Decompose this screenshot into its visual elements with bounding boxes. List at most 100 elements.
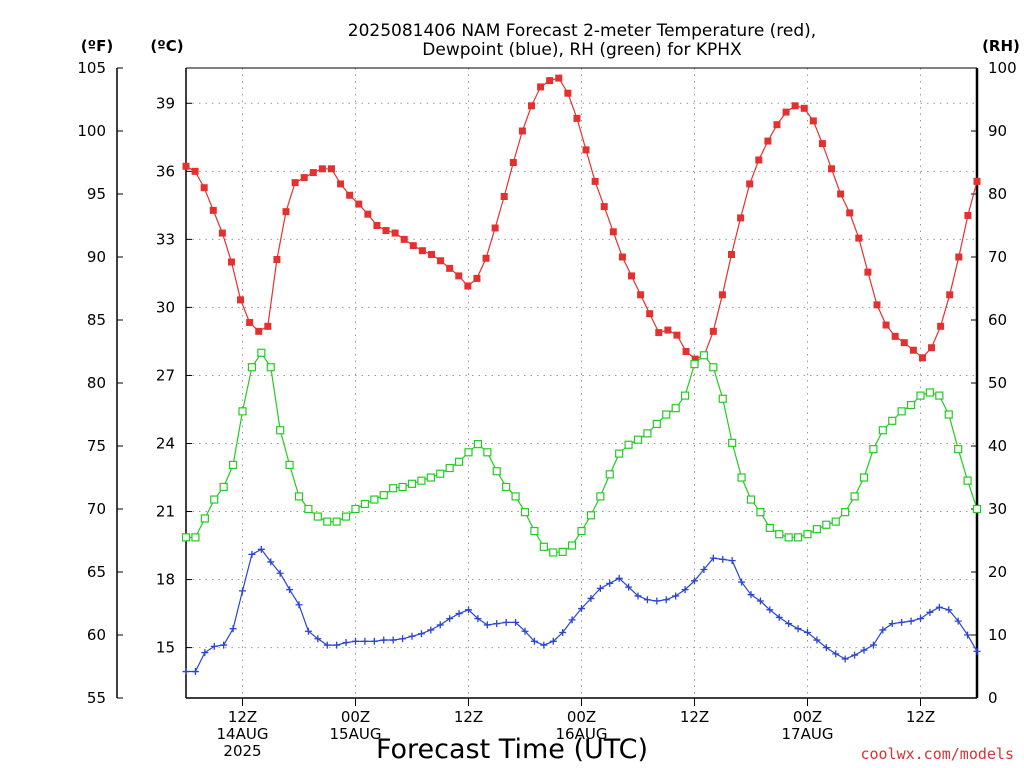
data-point: [191, 533, 200, 542]
data-point: [389, 484, 398, 493]
data-point: [400, 235, 408, 243]
data-point: [841, 508, 850, 517]
data-point: [672, 592, 680, 600]
data-point: [427, 626, 435, 634]
data-point: [926, 608, 934, 616]
celsius-unit-label: (ºC): [150, 37, 183, 55]
data-point: [582, 146, 590, 154]
data-point: [832, 650, 840, 658]
chart-title-line1: 2025081406 NAM Forecast 2-meter Temperat…: [348, 21, 816, 41]
data-point: [878, 426, 887, 435]
data-point: [828, 165, 836, 173]
data-point: [972, 504, 982, 514]
data-point: [785, 620, 793, 628]
data-point: [313, 512, 322, 521]
data-point: [944, 410, 953, 419]
fahrenheit-tick-label: 90: [87, 248, 106, 266]
data-point: [520, 508, 530, 517]
data-point: [673, 331, 681, 339]
fahrenheit-tick-label: 60: [87, 626, 106, 644]
data-point: [219, 482, 228, 492]
data-point: [935, 603, 943, 611]
data-point: [577, 526, 586, 536]
data-point: [559, 628, 567, 636]
data-point: [191, 167, 199, 175]
data-point: [879, 626, 887, 634]
data-point: [555, 74, 563, 82]
data-point: [446, 615, 454, 623]
fahrenheit-tick-label: 55: [87, 689, 106, 707]
data-point: [540, 641, 548, 649]
celsius-tick-label: 15: [156, 639, 175, 657]
data-point: [643, 596, 651, 604]
data-point: [257, 348, 266, 357]
data-point: [964, 631, 972, 639]
data-point: [509, 159, 517, 166]
data-point: [200, 514, 209, 523]
data-point: [379, 491, 388, 500]
data-point: [276, 426, 285, 435]
data-point: [746, 180, 754, 188]
data-point: [248, 550, 256, 558]
data-point: [549, 548, 558, 557]
data-point: [182, 668, 190, 676]
data-point: [474, 615, 482, 623]
data-point: [304, 627, 312, 635]
data-point: [264, 322, 272, 330]
data-point: [210, 642, 218, 650]
rh-tick-label: 40: [988, 437, 1007, 455]
data-point: [549, 637, 557, 645]
data-point: [333, 641, 341, 649]
data-point: [530, 637, 538, 645]
data-point: [766, 606, 774, 614]
data-point: [445, 463, 454, 473]
data-point: [323, 517, 332, 526]
data-point: [304, 504, 313, 514]
data-point: [286, 586, 294, 594]
data-point: [906, 400, 916, 410]
data-point: [455, 610, 463, 618]
data-point: [209, 206, 217, 214]
data-point: [773, 121, 781, 129]
data-point: [564, 89, 572, 97]
data-point: [918, 354, 926, 362]
fahrenheit-tick-label: 105: [77, 59, 106, 77]
data-point: [664, 326, 672, 334]
data-point: [309, 169, 317, 177]
data-point: [558, 547, 567, 556]
data-point: [728, 250, 736, 258]
time-tick-label: 15AUG: [330, 725, 382, 743]
celsius-axis: 15 18 21 24 27 30 33 36 39: [156, 94, 192, 657]
data-point: [728, 557, 736, 565]
data-point: [860, 646, 868, 654]
data-point: [382, 227, 390, 235]
dewpoint-series: [182, 545, 981, 676]
fahrenheit-tick-label: 100: [77, 122, 106, 140]
data-point: [473, 274, 481, 282]
data-point: [295, 601, 303, 609]
data-point: [380, 636, 388, 644]
data-point: [521, 627, 529, 635]
data-point: [246, 319, 254, 327]
data-point: [837, 190, 845, 198]
data-point: [596, 584, 604, 592]
fahrenheit-tick-label: 85: [87, 311, 106, 329]
data-point: [426, 473, 435, 482]
data-point: [691, 355, 699, 363]
data-point: [492, 467, 501, 476]
celsius-tick-label: 21: [156, 503, 175, 521]
data-point: [822, 644, 830, 652]
rh-axis: 0 10 20 30 40 50 60 70 80 90 100: [971, 59, 1017, 707]
data-point: [662, 596, 670, 604]
data-point: [935, 391, 944, 400]
data-point: [518, 127, 526, 135]
data-point: [409, 242, 417, 250]
data-point: [473, 440, 483, 449]
data-point: [873, 301, 881, 309]
data-point: [596, 492, 605, 501]
data-point: [803, 530, 812, 539]
data-point: [587, 594, 595, 602]
data-point: [200, 184, 208, 192]
data-point: [436, 469, 445, 478]
fahrenheit-tick-label: 95: [87, 185, 106, 203]
